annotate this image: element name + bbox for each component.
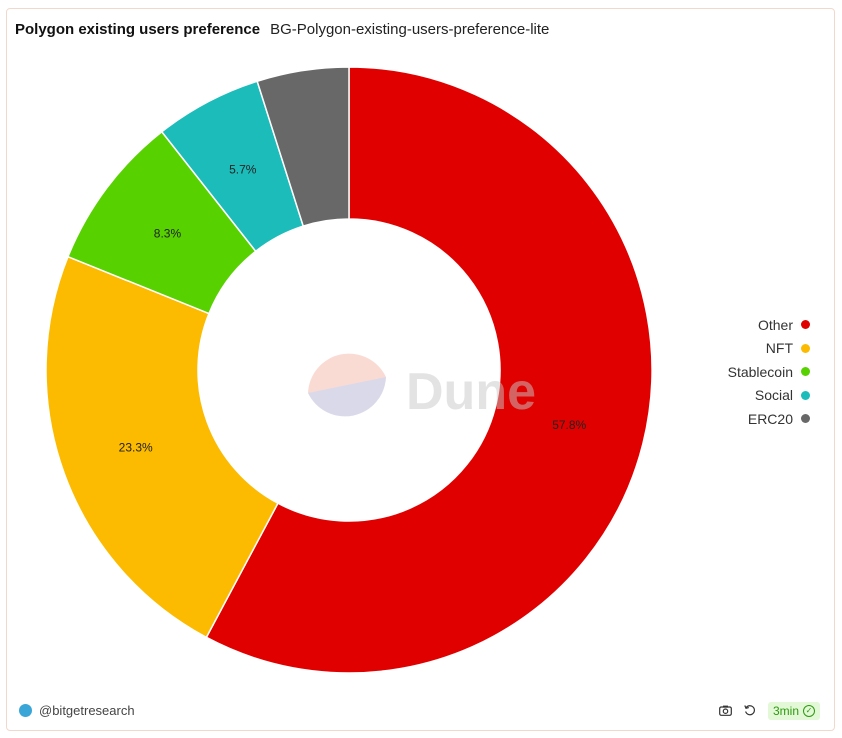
refresh-icon[interactable] xyxy=(744,704,756,719)
legend-item-stablecoin[interactable]: Stablecoin xyxy=(728,360,810,384)
watermark-logo-bottom xyxy=(308,377,386,417)
legend-dot xyxy=(801,414,810,424)
dune-watermark: Dune xyxy=(308,353,536,421)
legend-label: NFT xyxy=(765,340,793,357)
donut-slices xyxy=(45,66,653,674)
check-circle-icon: ✓ xyxy=(803,705,815,717)
footer-actions: 3min ✓ xyxy=(719,702,820,720)
chart-card: Polygon existing users preference BG-Pol… xyxy=(6,8,835,731)
author-tag[interactable]: @bitgetresearch xyxy=(19,703,135,718)
legend-label: Social xyxy=(754,387,793,404)
legend-label: Stablecoin xyxy=(727,363,793,380)
donut-chart: Dune 57.8% 23.3% 8.3% 5.7% xyxy=(45,66,653,674)
refresh-badge[interactable]: 3min ✓ xyxy=(767,702,820,720)
legend-label: Other xyxy=(757,316,793,333)
legend-item-other[interactable]: Other xyxy=(728,313,810,337)
slice-label-other: 57.8% xyxy=(552,418,586,432)
legend-label: ERC20 xyxy=(747,410,793,427)
legend-item-erc20[interactable]: ERC20 xyxy=(728,407,810,431)
legend-dot xyxy=(801,343,810,353)
watermark-text: Dune xyxy=(406,363,536,421)
slice-labels: 57.8% 23.3% 8.3% 5.7% xyxy=(119,162,587,454)
chart-title: Polygon existing users preference xyxy=(15,21,261,38)
chart-header: Polygon existing users preference BG-Pol… xyxy=(15,21,549,38)
refresh-badge-label: 3min xyxy=(772,704,799,718)
slice-nft[interactable] xyxy=(45,255,279,639)
slice-erc20[interactable] xyxy=(256,66,350,228)
author-name: @bitgetresearch xyxy=(39,703,135,718)
legend-dot xyxy=(801,367,810,377)
slice-other[interactable] xyxy=(205,66,653,674)
legend-dot xyxy=(801,390,810,400)
avatar xyxy=(19,704,32,717)
legend-item-social[interactable]: Social xyxy=(728,384,810,408)
legend-item-nft[interactable]: NFT xyxy=(728,337,810,361)
slice-label-social: 5.7% xyxy=(229,162,257,176)
legend: Other NFT Stablecoin Social ERC20 xyxy=(728,313,810,431)
slice-label-nft: 23.3% xyxy=(119,441,153,455)
chart-subtitle: BG-Polygon-existing-users-preference-lit… xyxy=(270,21,550,38)
camera-icon[interactable] xyxy=(719,704,732,719)
legend-dot xyxy=(801,320,810,330)
slice-label-stablecoin: 8.3% xyxy=(154,227,182,241)
